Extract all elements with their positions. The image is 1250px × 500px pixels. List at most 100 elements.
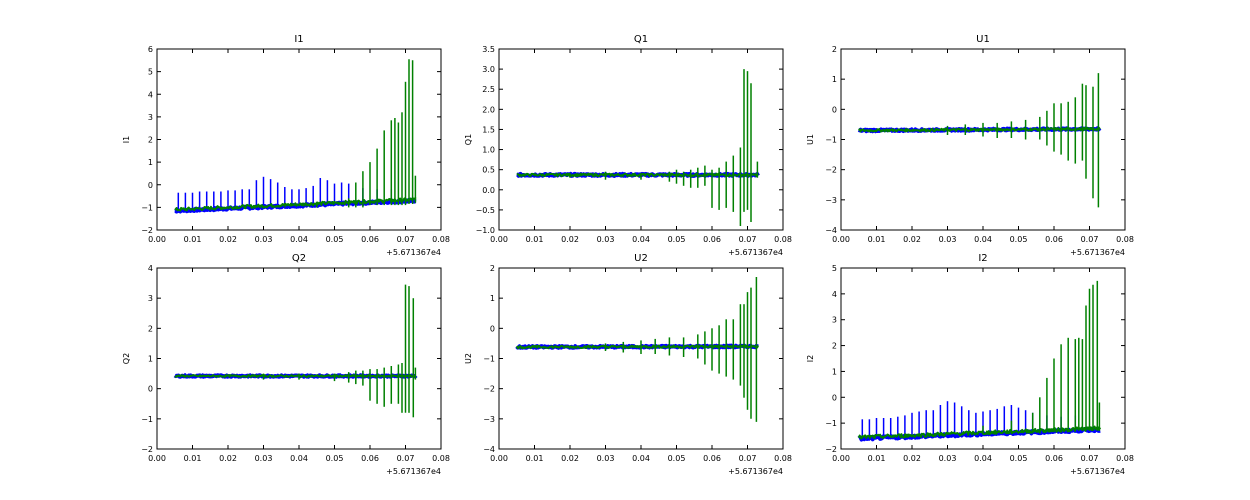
- y-tick-label: 2.0: [482, 105, 495, 114]
- y-tick-label: −1: [825, 419, 837, 428]
- y-tick-label: 0: [490, 324, 495, 333]
- y-tick-label: 0: [148, 385, 153, 394]
- y-axis-label: U2: [464, 353, 473, 364]
- x-tick-label: 0.04: [632, 235, 650, 244]
- y-tick-label: 1: [832, 367, 837, 376]
- y-tick-label: −2: [825, 166, 837, 175]
- y-axis-label: U1: [806, 134, 815, 145]
- x-tick-label: 0.05: [668, 235, 686, 244]
- x-tick-label: 0.04: [290, 454, 308, 463]
- y-tick-label: −1.0: [476, 226, 495, 235]
- y-tick-label: −2: [825, 445, 837, 454]
- y-tick-label: 3: [832, 316, 837, 325]
- series-band: [515, 344, 760, 350]
- y-tick-label: 5: [148, 68, 153, 77]
- y-tick-label: 3.5: [482, 45, 495, 54]
- x-tick-label: 0.01: [526, 454, 544, 463]
- x-tick-label: 0.05: [668, 454, 686, 463]
- x-tick-label: 0.06: [1045, 454, 1063, 463]
- y-tick-label: 1: [832, 75, 837, 84]
- x-offset-label: +5.671367e4: [728, 467, 783, 476]
- x-tick-label: 0.00: [832, 235, 850, 244]
- x-tick-label: 0.07: [1081, 454, 1099, 463]
- y-tick-label: 2: [148, 136, 153, 145]
- y-tick-label: −4: [483, 445, 495, 454]
- y-tick-label: −0.5: [476, 206, 495, 215]
- x-tick-label: 0.07: [397, 235, 415, 244]
- subplot-U2: U2 U2 0.00 0.01 0.02 0.03 0.04 0.05 0.06 0.07 0.08…: [464, 253, 792, 476]
- subplot-Q2: Q2 Q2 0.00 0.01 0.02 0.03 0.04 0.05 0.06 0.07 0.08…: [122, 253, 450, 476]
- x-tick-label: 0.00: [490, 235, 508, 244]
- x-tick-label: 0.06: [361, 454, 379, 463]
- subplot-title: U1: [976, 34, 990, 45]
- y-tick-label: 1.5: [482, 125, 495, 134]
- y-axis-label: I1: [122, 136, 131, 143]
- y-tick-label: 0.0: [482, 186, 495, 195]
- x-tick-label: 0.03: [255, 235, 273, 244]
- x-tick-label: 0.00: [148, 454, 166, 463]
- x-offset-label: +5.671367e4: [386, 467, 441, 476]
- subplot-title: I1: [294, 34, 303, 45]
- y-tick-label: 2: [148, 324, 153, 333]
- x-tick-label: 0.05: [326, 235, 344, 244]
- plot-area: [515, 69, 760, 226]
- x-offset-label: +5.671367e4: [1070, 248, 1125, 257]
- series-green: [174, 284, 417, 418]
- x-tick-label: 0.04: [290, 235, 308, 244]
- y-tick-label: 2: [832, 342, 837, 351]
- x-tick-label: 0.03: [597, 454, 615, 463]
- y-axis-label: Q1: [464, 134, 473, 145]
- x-offset-label: +5.671367e4: [386, 248, 441, 257]
- y-tick-label: 0: [832, 393, 837, 402]
- series-band: [174, 374, 417, 378]
- x-tick-label: 0.07: [397, 454, 415, 463]
- series-band: [857, 425, 1102, 440]
- series-band: [857, 126, 1101, 133]
- series-green: [515, 277, 760, 422]
- x-tick-label: 0.02: [561, 454, 579, 463]
- x-tick-label: 0.02: [903, 454, 921, 463]
- x-tick-label: 0.04: [632, 454, 650, 463]
- x-tick-label: 0.05: [1010, 454, 1028, 463]
- y-tick-label: 4: [832, 290, 837, 299]
- y-tick-label: 0.5: [482, 166, 495, 175]
- x-tick-label: 0.08: [1116, 235, 1134, 244]
- x-tick-label: 0.01: [184, 454, 202, 463]
- y-tick-label: 3.0: [482, 65, 495, 74]
- x-tick-label: 0.01: [868, 235, 886, 244]
- y-tick-label: 5: [832, 264, 837, 273]
- x-tick-label: 0.03: [255, 454, 273, 463]
- plot-area: [857, 73, 1102, 208]
- series-green: [516, 69, 759, 226]
- y-tick-label: 1: [148, 355, 153, 364]
- x-tick-label: 0.04: [974, 454, 992, 463]
- y-tick-label: 6: [148, 45, 153, 54]
- x-tick-label: 0.08: [774, 235, 792, 244]
- y-tick-label: 1.0: [482, 146, 495, 155]
- series-green: [174, 59, 417, 212]
- x-tick-label: 0.00: [832, 454, 850, 463]
- series-green: [857, 280, 1102, 440]
- x-tick-label: 0.02: [561, 235, 579, 244]
- subplot-I1: I1 I1 0.00 0.01 0.02 0.03 0.04 0.05 0.06 0.07 0.08…: [122, 34, 450, 257]
- y-tick-label: 2: [832, 45, 837, 54]
- x-tick-label: 0.06: [1045, 235, 1063, 244]
- x-tick-label: 0.06: [703, 454, 721, 463]
- series-band: [174, 197, 417, 212]
- y-tick-label: 2.5: [482, 85, 495, 94]
- subplot-title: Q1: [634, 34, 648, 45]
- y-axis-label: Q2: [122, 353, 131, 364]
- y-tick-label: −2: [141, 226, 153, 235]
- plot-area: [857, 280, 1102, 442]
- x-tick-label: 0.07: [739, 454, 757, 463]
- x-tick-label: 0.05: [326, 454, 344, 463]
- x-tick-label: 0.06: [361, 235, 379, 244]
- subplot-title: Q2: [292, 253, 306, 264]
- subplot-title: I2: [978, 253, 987, 264]
- y-tick-label: −4: [825, 226, 837, 235]
- y-tick-label: −1: [825, 136, 837, 145]
- subplot-title: U2: [634, 253, 648, 264]
